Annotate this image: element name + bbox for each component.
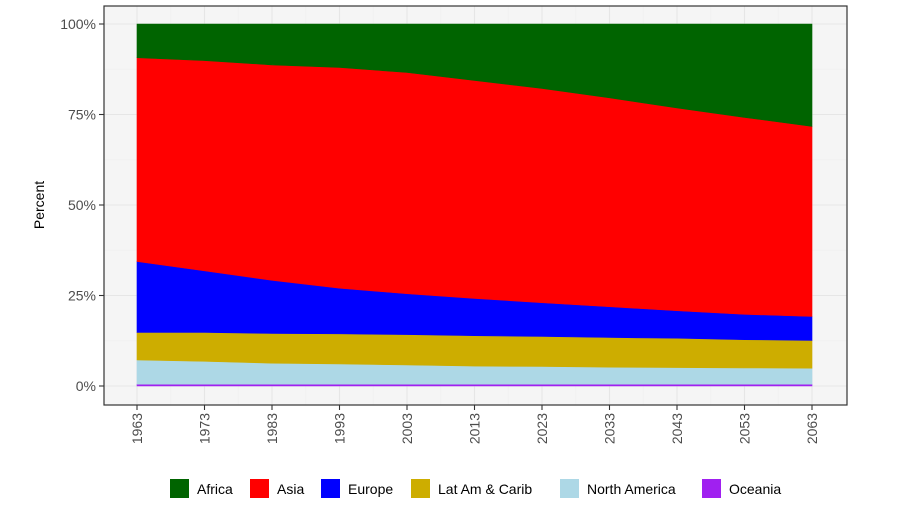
y-tick-label: 100% [60,16,96,32]
legend-swatch [702,479,721,498]
legend-label: North America [587,481,676,497]
legend-swatch [170,479,189,498]
area-africa [136,23,813,127]
x-tick-label: 2063 [804,413,820,444]
x-tick-label: 1973 [197,413,213,444]
x-tick-label: 2033 [602,413,618,444]
y-tick-label: 50% [68,197,96,213]
legend-swatch [560,479,579,498]
x-tick-label: 1983 [264,413,280,444]
legend-label: Europe [348,481,393,497]
legend-swatch [250,479,269,498]
legend-label: Oceania [729,481,781,497]
legend-swatch [411,479,430,498]
x-tick-label: 1993 [332,413,348,444]
y-tick-label: 75% [68,107,96,123]
legend-label: Africa [197,481,233,497]
legend: Africa Asia Europe Lat Am & Carib North Amer… [170,479,781,498]
legend-label: Asia [277,481,304,497]
legend-swatch [321,479,340,498]
x-tick-label: 2003 [399,413,415,444]
stacked-areas [136,23,813,387]
legend-label: Lat Am & Carib [438,481,532,497]
x-tick-label: 2013 [467,413,483,444]
x-axis: 1963 1973 1983 1993 2003 2013 2023 2033 2043 2053… [129,405,820,444]
y-axis: 0% 25% 50% 75% 100% [60,16,104,394]
y-axis-title: Percent [31,181,47,229]
y-tick-label: 0% [76,378,96,394]
x-tick-label: 2043 [669,413,685,444]
x-tick-label: 2053 [737,413,753,444]
x-tick-label: 2023 [534,413,550,444]
x-tick-label: 1963 [129,413,145,444]
y-tick-label: 25% [68,288,96,304]
